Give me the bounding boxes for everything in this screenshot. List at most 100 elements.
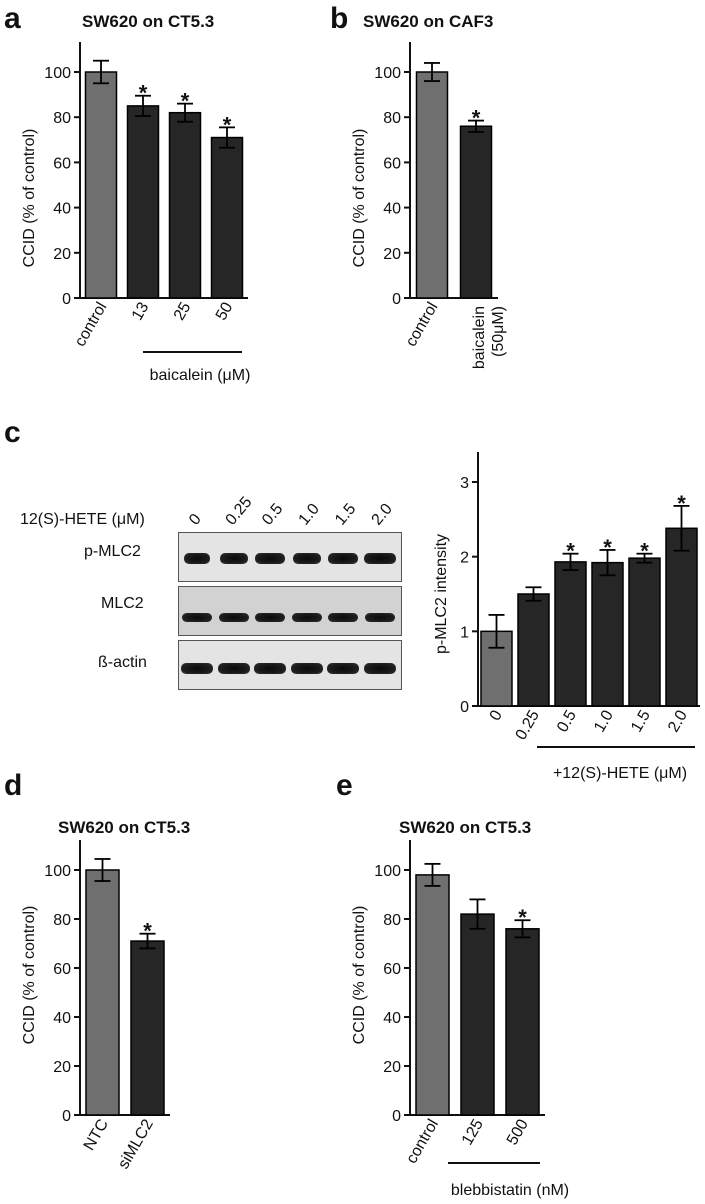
panel-a-ylabel: CCID (% of control) bbox=[21, 129, 38, 268]
bar-a-2 bbox=[168, 111, 202, 299]
x-tick-label: siMLC2 bbox=[115, 1116, 157, 1172]
panel-d-title: SW620 on CT5.3 bbox=[58, 818, 190, 837]
blot-header-label: 12(S)-HETE (μM) bbox=[20, 511, 145, 528]
significance-star: * bbox=[143, 919, 152, 944]
bar-c-4 bbox=[628, 557, 661, 707]
x-tick-label: NTC bbox=[81, 1117, 112, 1154]
panel-b-title: SW620 on CAF3 bbox=[363, 12, 493, 31]
y-tick-label: 20 bbox=[53, 246, 71, 263]
blot-lane-label: 0.5 bbox=[259, 501, 286, 529]
panel-c-ylabel: p-MLC2 intensity bbox=[433, 534, 450, 654]
y-tick-label: 60 bbox=[53, 961, 71, 978]
blot-lane-label: 2.0 bbox=[369, 501, 396, 529]
blot-row-label-beta-actin: ß-actin bbox=[98, 654, 147, 671]
bar-c-2 bbox=[554, 561, 587, 707]
bar-a-0 bbox=[84, 71, 118, 299]
blot-lane-label: 1.5 bbox=[332, 501, 359, 529]
y-tick-label: 80 bbox=[383, 110, 401, 127]
x-tick-label: control bbox=[403, 300, 442, 350]
panel-c-group-label: +12(S)-HETE (μM) bbox=[553, 765, 687, 782]
blot-lane-labels: 0 0.25 0.5 1.0 1.5 2.0 bbox=[186, 494, 396, 529]
panel-e-group-label: blebbistatin (nM) bbox=[451, 1182, 569, 1199]
bar-c-5 bbox=[665, 527, 698, 707]
y-tick-label: 60 bbox=[383, 961, 401, 978]
significance-star: * bbox=[603, 535, 612, 560]
y-tick-label: 100 bbox=[374, 863, 401, 880]
bar-d-0 bbox=[85, 869, 120, 1116]
panel-d-ylabel: CCID (% of control) bbox=[21, 906, 38, 1045]
y-tick-label: 20 bbox=[383, 1059, 401, 1076]
chart-panel-e: 0 20 40 60 80 100 control 125 * 500 bbox=[374, 840, 545, 1167]
y-tick-label: 0 bbox=[392, 1108, 401, 1125]
significance-star: * bbox=[566, 539, 575, 564]
y-tick-label: 100 bbox=[44, 65, 71, 82]
chart-panel-b: 0 20 40 60 80 100 control * baicalein (50μM) bbox=[374, 42, 507, 369]
blot-lane-label: 1.0 bbox=[296, 501, 323, 529]
y-tick-label: 20 bbox=[383, 246, 401, 263]
blot-lane-label: 0.25 bbox=[223, 494, 256, 529]
x-tick-label: 25 bbox=[171, 299, 195, 323]
x-tick-label: 125 bbox=[459, 1116, 487, 1148]
y-tick-label: 0 bbox=[62, 1108, 71, 1125]
bar-b-0 bbox=[415, 71, 449, 299]
y-tick-label: 60 bbox=[383, 155, 401, 172]
y-tick-label: 80 bbox=[53, 912, 71, 929]
bar-b-1 bbox=[459, 125, 493, 299]
significance-star: * bbox=[677, 491, 686, 516]
chart-panel-a: 0 20 40 60 80 100 control * 13 * 25 * 50 bbox=[44, 42, 248, 350]
y-tick-label: 40 bbox=[383, 201, 401, 218]
y-tick-label: 40 bbox=[53, 1010, 71, 1027]
panel-a-title: SW620 on CT5.3 bbox=[82, 12, 214, 31]
panel-a-letter: a bbox=[4, 2, 21, 35]
significance-star: * bbox=[518, 905, 527, 930]
bar-a-3 bbox=[210, 136, 244, 299]
bar-e-0 bbox=[415, 874, 450, 1116]
x-tick-label: 0 bbox=[487, 707, 506, 723]
bar-e-1 bbox=[460, 913, 495, 1116]
panel-e-title: SW620 on CT5.3 bbox=[399, 818, 531, 837]
bar-c-3 bbox=[591, 561, 624, 707]
y-tick-label: 0 bbox=[460, 699, 469, 716]
y-tick-label: 3 bbox=[460, 475, 469, 492]
x-tick-label: baicalein (50μM) bbox=[471, 306, 507, 369]
chart-panel-c: 0 1 2 3 0 0.25 * 0.5 * 1.0 * 1.5 * 2.0 bbox=[460, 452, 700, 743]
significance-star: * bbox=[472, 106, 481, 131]
panel-e-ylabel: CCID (% of control) bbox=[351, 906, 368, 1045]
blot-lane-label: 0 bbox=[186, 511, 205, 529]
significance-star: * bbox=[181, 89, 190, 114]
x-tick-label: control bbox=[403, 1117, 442, 1167]
x-tick-label: 2.0 bbox=[665, 707, 691, 735]
y-tick-label: 100 bbox=[44, 863, 71, 880]
bar-e-2 bbox=[505, 928, 540, 1116]
panel-a-group-label: baicalein (μM) bbox=[150, 367, 251, 384]
x-tick-label: 0.5 bbox=[554, 707, 580, 735]
chart-panel-d: 0 20 40 60 80 100 NTC * siMLC2 bbox=[44, 840, 170, 1172]
panel-b-letter: b bbox=[330, 2, 348, 35]
x-tick-label: 0.25 bbox=[513, 707, 543, 743]
y-tick-label: 1 bbox=[460, 624, 469, 641]
panel-e-letter: e bbox=[336, 769, 353, 802]
blot-row-label-mlc2: MLC2 bbox=[101, 595, 144, 612]
y-tick-label: 60 bbox=[53, 155, 71, 172]
panel-d-letter: d bbox=[4, 769, 22, 802]
y-tick-label: 40 bbox=[53, 201, 71, 218]
x-tick-label: control bbox=[72, 300, 111, 350]
y-tick-label: 0 bbox=[392, 291, 401, 308]
bar-c-1 bbox=[517, 593, 550, 707]
y-tick-label: 100 bbox=[374, 65, 401, 82]
y-tick-label: 40 bbox=[383, 1010, 401, 1027]
y-tick-label: 2 bbox=[460, 550, 469, 567]
significance-star: * bbox=[223, 112, 232, 137]
y-tick-label: 80 bbox=[383, 912, 401, 929]
significance-star: * bbox=[640, 539, 649, 564]
x-tick-label: 50 bbox=[213, 299, 237, 323]
y-tick-label: 20 bbox=[53, 1059, 71, 1076]
significance-star: * bbox=[139, 81, 148, 106]
x-tick-label: 1.0 bbox=[591, 707, 617, 735]
y-tick-label: 0 bbox=[62, 291, 71, 308]
y-tick-label: 80 bbox=[53, 110, 71, 127]
bar-d-1 bbox=[130, 940, 165, 1116]
x-tick-label: 500 bbox=[504, 1116, 532, 1148]
panel-b-ylabel: CCID (% of control) bbox=[351, 129, 368, 268]
